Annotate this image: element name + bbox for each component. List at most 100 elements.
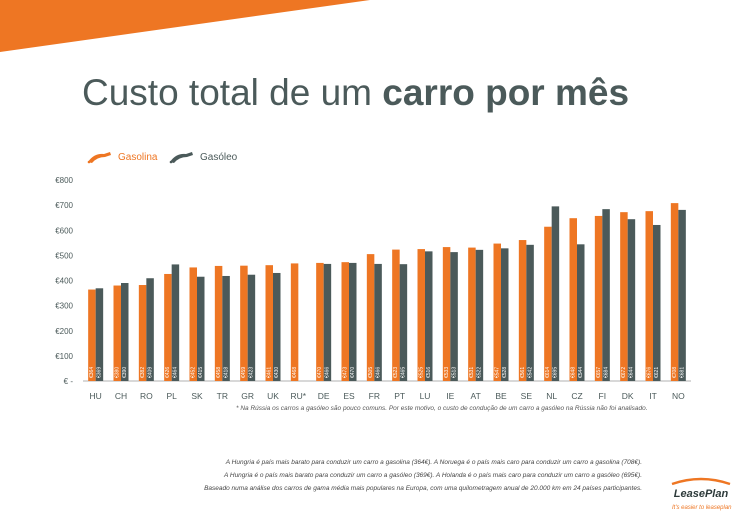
bar-gasolina <box>645 211 653 381</box>
bar-value-label: €544 <box>578 367 584 378</box>
bar-value-label: €470 <box>317 367 323 378</box>
x-category-label: GR <box>241 391 254 400</box>
x-category-label: CZ <box>571 391 582 400</box>
bar-chart: € -€100€200€300€400€500€600€700€800€364 €… <box>55 176 691 400</box>
leaseplan-logo: LeasePlan <box>671 477 731 500</box>
x-category-label: BE <box>495 391 507 400</box>
footer-line: A Hungria é país mais barato para conduz… <box>225 459 642 466</box>
bar-value-label: €364 <box>89 367 95 378</box>
bar-value-label: €461 <box>267 367 273 378</box>
bar-gasolina <box>189 267 197 381</box>
corner-decoration <box>0 0 370 52</box>
y-tick-label: €700 <box>55 201 73 210</box>
bar-gasolina <box>670 203 679 381</box>
bar-gasoleo <box>146 278 154 381</box>
x-category-label: NL <box>546 391 557 400</box>
bar-gasolina <box>240 265 248 381</box>
bar-gasoleo <box>526 244 534 381</box>
page-title: Custo total de um carro por mês <box>82 72 629 114</box>
legend-gasolina: Gasolina <box>86 150 157 164</box>
bar-value-label: €390 <box>122 367 128 378</box>
y-tick-label: €100 <box>55 352 73 361</box>
bar-value-label: €459 <box>241 367 247 378</box>
bar-gasolina <box>544 226 552 381</box>
legend-gasolina-label: Gasolina <box>118 151 158 163</box>
bar-value-label: €657 <box>596 367 602 378</box>
bar-value-label: €452 <box>191 367 197 378</box>
x-category-label: SK <box>191 391 203 400</box>
bar-gasoleo <box>602 209 610 381</box>
x-category-label: LU <box>420 391 431 400</box>
bar-value-label: €681 <box>679 367 685 378</box>
bar-value-label: €470 <box>350 367 356 378</box>
bar-value-label: €621 <box>654 367 660 378</box>
bar-value-label: €464 <box>173 367 179 378</box>
x-category-label: RU* <box>291 391 307 400</box>
bar-value-label: €466 <box>325 367 331 378</box>
bar-value-label: €426 <box>165 367 171 378</box>
bar-gasoleo <box>551 206 560 381</box>
footer-line: A Hungria é o país mais barato para cond… <box>223 472 642 479</box>
bar-gasolina <box>620 212 628 381</box>
x-category-label: PT <box>394 391 405 400</box>
x-category-label: UK <box>267 391 279 400</box>
x-category-label: IE <box>446 391 454 400</box>
x-category-label: TR <box>217 391 228 400</box>
legend-gasoleo: Gasóleo <box>168 150 237 164</box>
bar-value-label: €466 <box>375 367 381 378</box>
bar-value-label: €614 <box>545 367 551 378</box>
bar-value-label: €695 <box>553 367 559 378</box>
footer-line: Baseado numa análise dos carros de gama … <box>204 485 642 492</box>
fuel-nozzle-icon <box>87 152 111 164</box>
bar-gasolina <box>316 262 324 381</box>
bar-gasoleo <box>450 252 458 381</box>
bar-value-label: €516 <box>426 367 432 378</box>
bar-gasoleo <box>323 263 332 381</box>
bar-gasoleo <box>678 209 686 381</box>
bar-gasoleo <box>577 244 585 381</box>
bar-value-label: €523 <box>393 367 399 378</box>
bar-gasoleo <box>374 263 382 381</box>
x-category-label: HU <box>90 391 102 400</box>
bar-value-label: €525 <box>419 367 425 378</box>
bar-value-label: €409 <box>147 367 153 378</box>
bar-value-label: €465 <box>401 367 407 378</box>
y-tick-label: €800 <box>55 176 73 185</box>
bar-value-label: €505 <box>368 367 374 378</box>
y-tick-label: €400 <box>55 277 73 286</box>
logo-text: LeasePlan <box>674 488 729 500</box>
bar-value-label: €648 <box>571 367 577 378</box>
bar-gasolina <box>138 285 147 381</box>
x-category-label: RO <box>140 391 153 400</box>
bar-gasoleo <box>475 249 484 381</box>
x-category-label: SE <box>521 391 533 400</box>
y-tick-label: €300 <box>55 302 73 311</box>
bar-gasolina <box>341 262 349 381</box>
bar-value-label: €418 <box>223 367 229 378</box>
bar-value-label: €513 <box>451 367 457 378</box>
x-category-label: ES <box>343 391 355 400</box>
bar-gasoleo <box>425 251 433 381</box>
bar-gasoleo <box>247 274 256 381</box>
bar-value-label: €380 <box>115 367 121 378</box>
y-tick-label: € - <box>64 377 74 386</box>
bar-gasolina <box>214 265 223 381</box>
bar-gasolina <box>518 240 527 381</box>
title-bold-part: carro por mês <box>382 72 630 113</box>
bar-value-label: €468 <box>292 367 298 378</box>
footnote: * Na Rússia os carros a gasóleo são pouc… <box>236 405 648 412</box>
bar-gasolina <box>442 247 451 381</box>
bar-value-label: €531 <box>469 367 475 378</box>
bar-gasolina <box>113 285 121 381</box>
x-category-label: AT <box>471 391 481 400</box>
bar-gasoleo <box>501 248 509 381</box>
bar-gasolina <box>290 263 299 381</box>
bar-value-label: €708 <box>672 367 678 378</box>
bar-gasolina <box>468 247 476 381</box>
bar-gasoleo <box>222 275 230 381</box>
x-category-label: FR <box>369 391 380 400</box>
bar-gasolina <box>88 289 96 381</box>
bar-value-label: €542 <box>527 367 533 378</box>
x-category-label: IT <box>649 391 657 400</box>
